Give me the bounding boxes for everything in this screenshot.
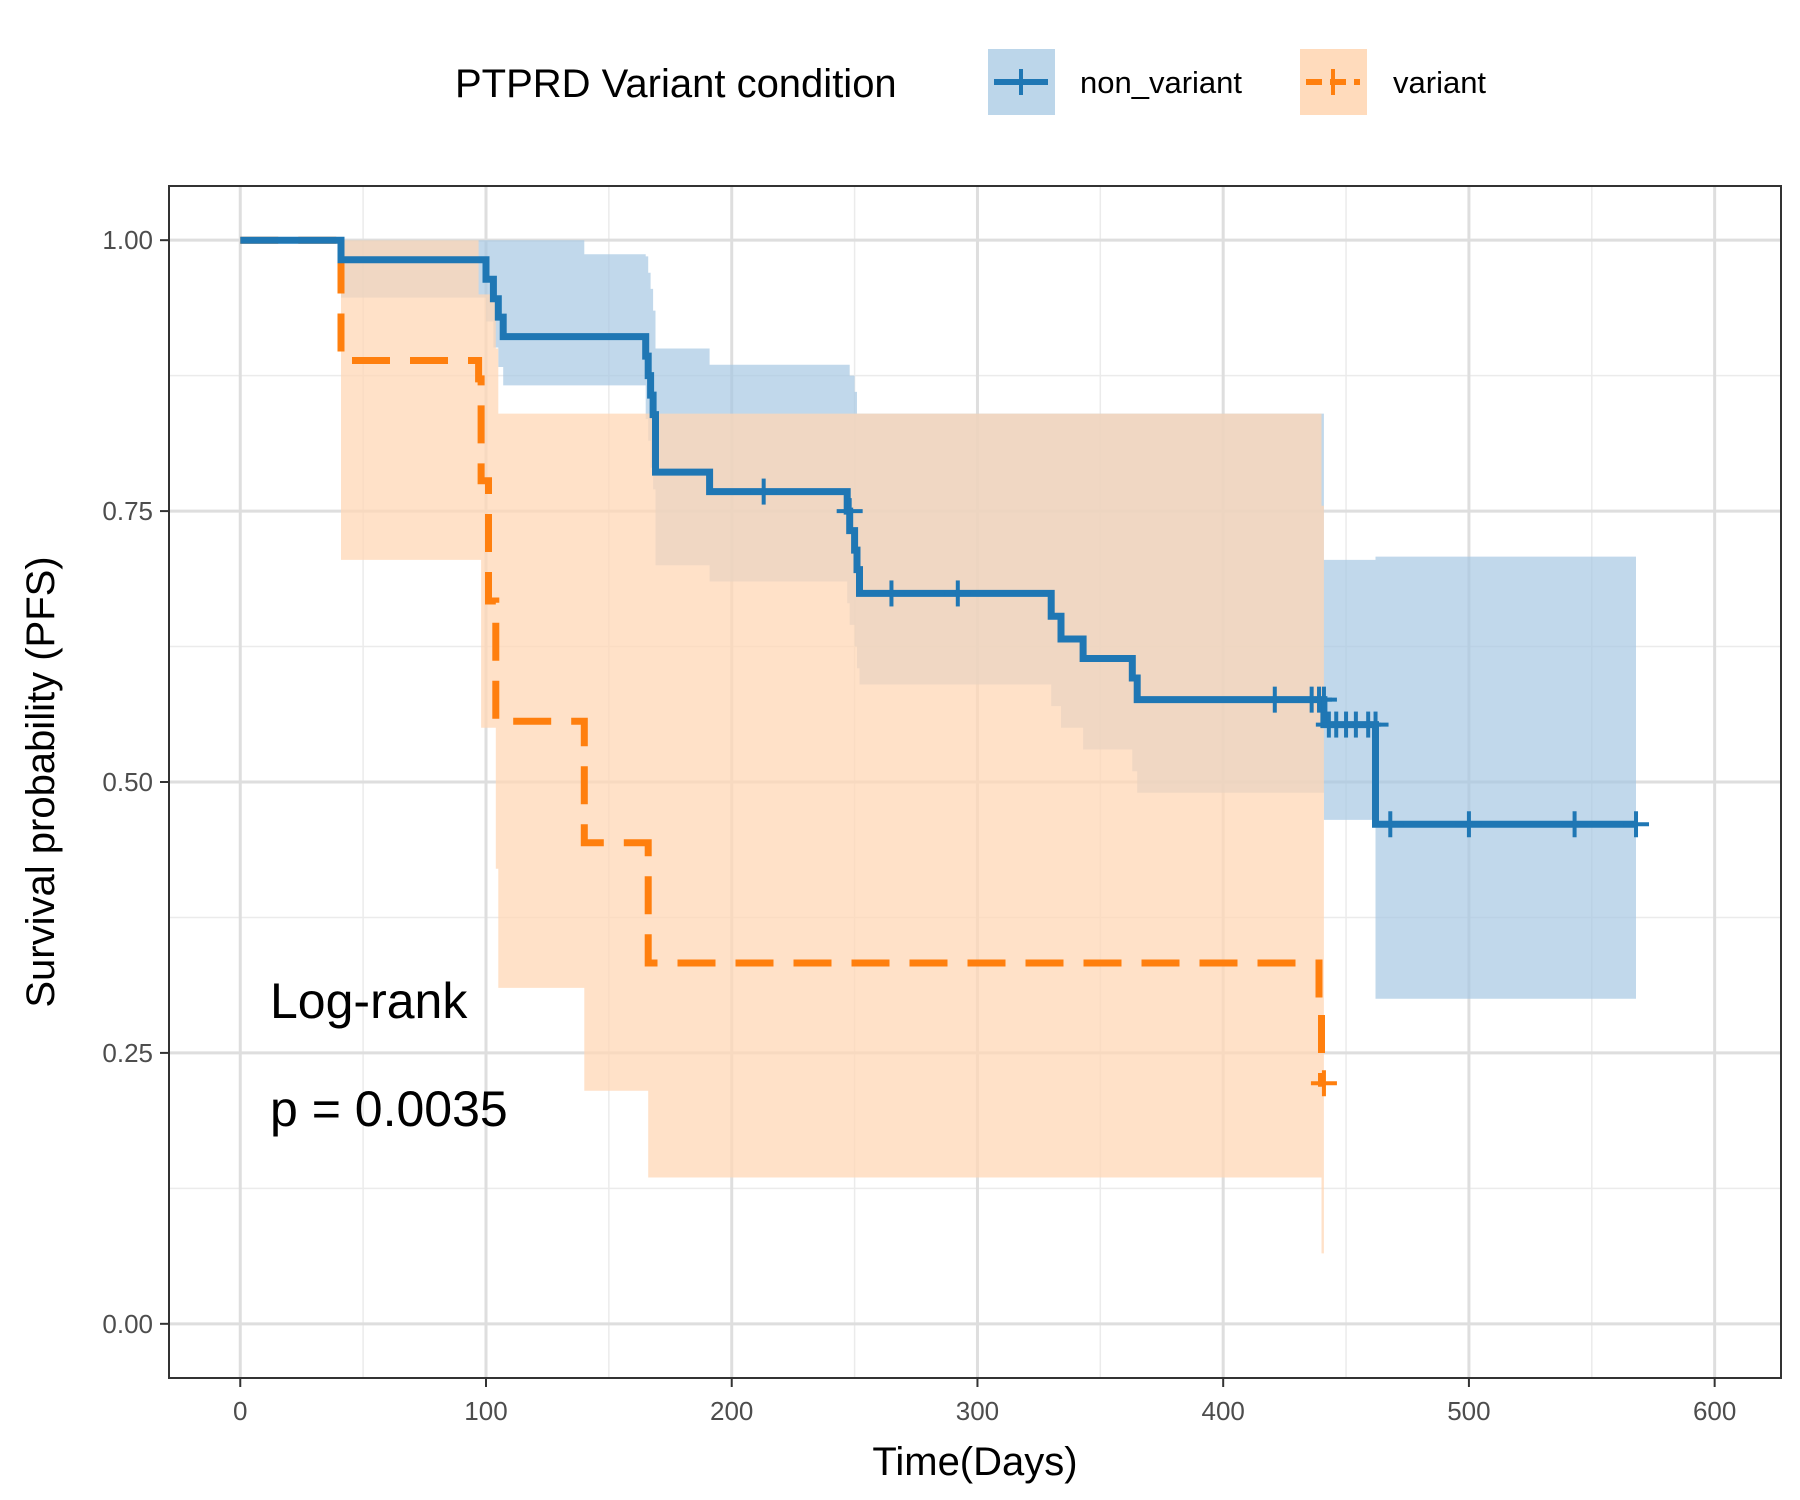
x-tick-label: 400 bbox=[1201, 1396, 1244, 1426]
censor-mark-non-variant bbox=[1377, 811, 1404, 838]
x-axis: 0 100 200 300 400 500 600 bbox=[233, 1378, 1736, 1426]
y-tick-label: 1.00 bbox=[102, 225, 153, 255]
y-tick-label: 0.25 bbox=[102, 1038, 153, 1068]
confidence-bands bbox=[240, 240, 1636, 1254]
legend-label-variant: variant bbox=[1393, 65, 1486, 100]
y-axis: 0.00 0.25 0.50 0.75 1.00 bbox=[102, 225, 169, 1339]
x-tick-label: 0 bbox=[233, 1396, 247, 1426]
legend-title: PTPRD Variant condition bbox=[455, 62, 897, 106]
y-tick-label: 0.50 bbox=[102, 767, 153, 797]
y-axis-title: Survival probability (PFS) bbox=[19, 556, 63, 1007]
y-tick-label: 0.00 bbox=[102, 1309, 153, 1339]
legend-label-non-variant: non_variant bbox=[1080, 65, 1242, 100]
confidence-band-variant bbox=[240, 240, 1324, 1254]
censor-mark-non-variant bbox=[1623, 811, 1650, 838]
legend: PTPRD Variant condition non_variant vari… bbox=[455, 49, 1486, 115]
survival-curve-variant bbox=[240, 236, 1325, 1087]
plot-panel bbox=[168, 185, 1782, 1379]
x-tick-label: 200 bbox=[710, 1396, 753, 1426]
y-tick-label: 0.75 bbox=[102, 496, 153, 526]
x-tick-label: 300 bbox=[956, 1396, 999, 1426]
x-tick-label: 600 bbox=[1693, 1396, 1736, 1426]
censor-marks bbox=[750, 478, 1650, 1097]
censor-mark-non-variant bbox=[1455, 811, 1482, 838]
censor-mark-non-variant bbox=[750, 478, 777, 505]
x-tick-label: 500 bbox=[1447, 1396, 1490, 1426]
logrank-p-value: p = 0.0035 bbox=[270, 1081, 508, 1137]
censor-mark-non-variant bbox=[944, 580, 971, 607]
censor-mark-non-variant bbox=[1561, 811, 1588, 838]
survival-curves bbox=[240, 236, 1636, 1087]
x-tick-label: 100 bbox=[464, 1396, 507, 1426]
survival-curve-non-variant bbox=[240, 236, 1636, 828]
logrank-label: Log-rank bbox=[270, 973, 468, 1029]
censor-mark-non-variant bbox=[1261, 686, 1288, 713]
censor-mark-non-variant bbox=[1362, 711, 1389, 738]
censor-mark-variant bbox=[1310, 1070, 1337, 1097]
censor-mark-non-variant bbox=[836, 498, 863, 525]
censor-mark-non-variant bbox=[878, 580, 905, 607]
censor-mark-non-variant bbox=[1310, 686, 1337, 713]
x-axis-title: Time(Days) bbox=[872, 1440, 1077, 1484]
